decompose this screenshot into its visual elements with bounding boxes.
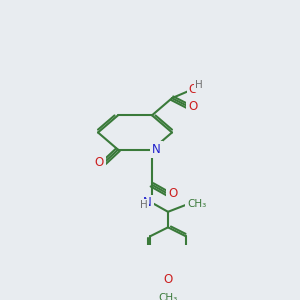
Text: O: O (168, 187, 177, 200)
Text: O: O (188, 100, 197, 113)
Text: N: N (143, 196, 152, 209)
Text: O: O (95, 156, 104, 169)
Text: CH₃: CH₃ (158, 293, 178, 300)
Text: O: O (188, 82, 198, 96)
Text: O: O (164, 273, 172, 286)
Text: H: H (195, 80, 203, 90)
Text: H: H (140, 200, 148, 210)
Text: CH₃: CH₃ (187, 200, 206, 209)
Text: N: N (152, 143, 161, 156)
